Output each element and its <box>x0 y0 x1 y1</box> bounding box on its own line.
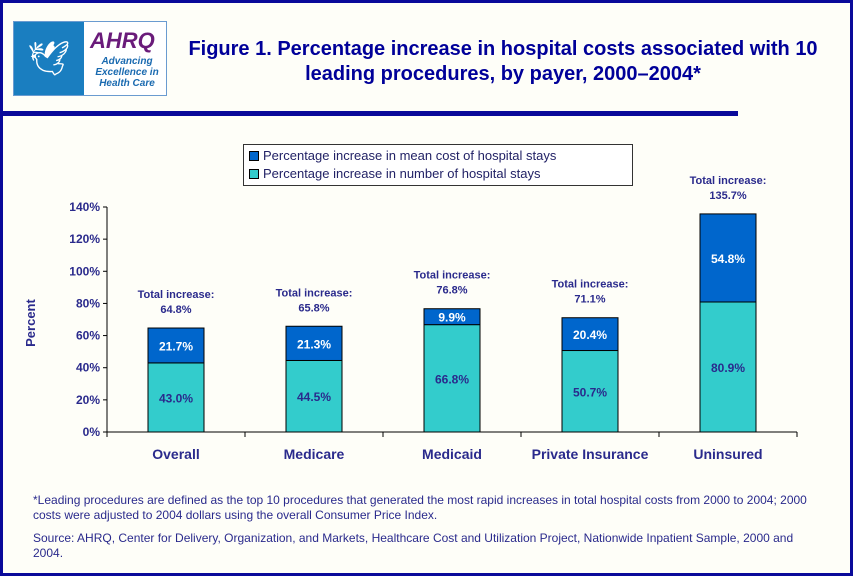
category-label: Overall <box>152 446 199 462</box>
data-label-number-stays: 66.8% <box>435 372 469 386</box>
total-label: Total increase: <box>690 175 767 187</box>
y-tick-label: 0% <box>83 425 101 439</box>
data-label-mean-cost: 20.4% <box>573 328 607 342</box>
footnote-source: Source: AHRQ, Center for Delivery, Organ… <box>33 531 794 560</box>
y-tick-label: 40% <box>76 361 100 375</box>
bar-mean-cost <box>699 213 757 303</box>
data-label-mean-cost: 21.7% <box>159 339 193 353</box>
footnotes: *Leading procedures are defined as the t… <box>33 493 823 569</box>
footnote-definition: *Leading procedures are defined as the t… <box>33 493 807 522</box>
data-label-mean-cost: 9.9% <box>438 311 466 325</box>
category-label: Uninsured <box>693 446 762 462</box>
y-tick-label: 20% <box>76 393 100 407</box>
y-tick-label: 80% <box>76 296 100 310</box>
total-label: Total increase: <box>276 287 353 299</box>
bar-mean-cost <box>423 308 481 326</box>
data-label-number-stays: 44.5% <box>297 390 331 404</box>
chart-legend: Percentage increase in mean cost of hosp… <box>243 144 633 186</box>
total-value: 64.8% <box>160 304 191 316</box>
data-label-number-stays: 80.9% <box>711 361 745 375</box>
total-value: 65.8% <box>298 302 329 314</box>
data-label-mean-cost: 54.8% <box>711 252 745 266</box>
hhs-eagle-icon: 🕊 <box>14 22 84 95</box>
total-label: Total increase: <box>414 270 491 282</box>
bar-number-stays <box>285 359 343 433</box>
y-tick-label: 120% <box>69 232 100 246</box>
legend-item-mean-cost: Percentage increase in mean cost of hosp… <box>249 148 556 163</box>
bar-number-stays <box>699 301 757 433</box>
y-tick-label: 140% <box>69 200 100 214</box>
total-value: 135.7% <box>709 190 747 202</box>
ahrq-wordmark: AHRQ <box>90 28 155 53</box>
total-label: Total increase: <box>552 279 629 291</box>
bar-number-stays <box>423 324 481 433</box>
total-value: 76.8% <box>436 285 467 297</box>
data-label-mean-cost: 21.3% <box>297 337 331 351</box>
ahrq-logo: 🕊 AHRQ Advancing Excellence in Health Ca… <box>13 21 167 96</box>
legend-swatch <box>249 150 259 161</box>
ahrq-tagline: Advancing Excellence in Health Care <box>95 56 159 89</box>
data-label-number-stays: 50.7% <box>573 385 607 399</box>
category-label: Private Insurance <box>532 446 649 462</box>
y-tick-label: 60% <box>76 329 100 343</box>
bar-mean-cost <box>147 327 205 364</box>
bar-number-stays <box>561 350 619 433</box>
legend-swatch <box>249 168 259 179</box>
category-label: Medicare <box>284 446 345 462</box>
data-label-number-stays: 43.0% <box>159 391 193 405</box>
legend-item-number-stays: Percentage increase in number of hospita… <box>249 166 541 181</box>
stacked-bar-chart: 0% 20% 40% 60% 80% 100% 120% 140% Percent 43.0% 21… <box>23 175 798 462</box>
legend-label: Percentage increase in mean cost of hosp… <box>263 148 557 163</box>
total-label: Total increase: <box>138 289 215 301</box>
y-axis-label: Percent <box>23 298 38 346</box>
total-value: 71.1% <box>574 294 605 306</box>
y-tick-label: 100% <box>69 264 100 278</box>
bar-mean-cost <box>561 317 619 352</box>
category-label: Medicaid <box>422 446 482 462</box>
bar-number-stays <box>147 362 205 433</box>
legend-label: Percentage increase in number of hospita… <box>263 166 541 181</box>
header-divider <box>3 111 738 116</box>
figure-title: Figure 1. Percentage increase in hospita… <box>188 38 818 85</box>
bar-mean-cost <box>285 325 343 361</box>
